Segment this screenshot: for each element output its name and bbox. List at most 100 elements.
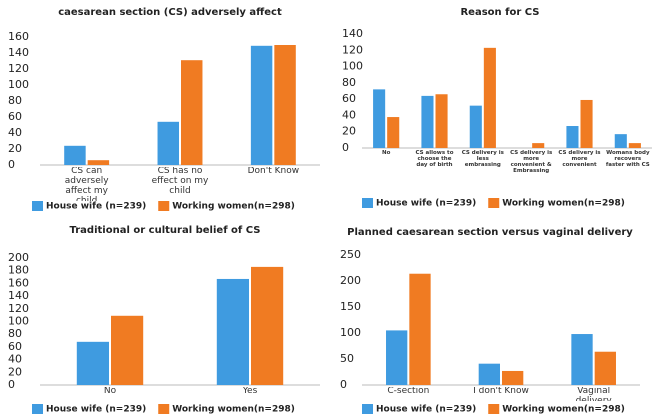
y-tick-label: 200: [340, 274, 361, 287]
y-tick-label: 0: [8, 378, 15, 391]
x-tick-label: Don't Know: [247, 167, 300, 176]
chart-title: Planned caesarean section versus vaginal…: [347, 227, 633, 238]
y-tick-label: 140: [8, 289, 29, 302]
y-tick-label: 0: [8, 158, 15, 171]
legend-label: Working women(n=298): [502, 199, 625, 209]
bar: [580, 99, 593, 148]
y-tick-label: 0: [342, 141, 349, 154]
bar: [566, 126, 579, 148]
x-tick-label: Yes: [242, 387, 258, 396]
x-tick-label: Vaginal delivery: [575, 387, 612, 401]
bar: [87, 160, 110, 165]
x-tick-label-box: Yes: [242, 387, 258, 396]
y-tick-label: 60: [342, 92, 356, 105]
x-tick-label: No: [103, 387, 117, 396]
y-tick-label: 80: [8, 327, 22, 340]
x-tick-label-box: No: [103, 387, 117, 396]
legend-swatch: [32, 404, 43, 414]
x-tick-label: CS delivery is more convenient & Embrass…: [510, 150, 553, 175]
x-tick-label-box: CS delivery is more convenient & Embrass…: [510, 150, 553, 175]
bar: [502, 370, 524, 385]
bar: [373, 89, 386, 148]
legend-swatch: [488, 198, 500, 208]
y-tick-label: 180: [8, 264, 29, 277]
legend-label: House wife (n=239): [46, 202, 146, 212]
x-tick-label-box: CS can adversely affect my child: [64, 167, 109, 201]
bar: [76, 341, 109, 385]
x-tick-label: No: [381, 150, 391, 156]
legend-label: House wife (n=239): [376, 199, 476, 209]
x-tick-label: CS delivery is more convenient: [558, 150, 601, 169]
y-tick-label: 100: [340, 326, 361, 339]
x-tick-label-box: No: [381, 150, 391, 156]
bar: [157, 121, 179, 165]
bar: [251, 266, 284, 385]
bar: [594, 351, 616, 385]
y-tick-label: 50: [340, 352, 354, 365]
y-tick-label: 140: [342, 27, 363, 40]
bar: [181, 60, 203, 166]
x-tick-label-box: CS has no effect on my child: [151, 167, 209, 196]
x-tick-label: I don't Know: [473, 387, 529, 396]
y-tick-label: 40: [342, 108, 356, 121]
x-tick-label: CS has no effect on my child: [151, 167, 209, 196]
legend-label: Working women(n=298): [502, 405, 625, 415]
y-tick-label: 120: [8, 62, 29, 75]
bar: [628, 143, 641, 148]
legend-swatch: [488, 404, 500, 414]
y-tick-label: 160: [8, 30, 29, 43]
x-tick-label: Womans body recovers faster with CS: [605, 150, 650, 169]
bar: [532, 143, 545, 148]
legend-label: Working women(n=298): [172, 202, 295, 212]
bar: [435, 94, 448, 148]
chart-title: Traditional or cultural belief of CS: [70, 225, 261, 236]
y-tick-label: 20: [8, 142, 22, 155]
chart-title: Reason for CS: [460, 7, 539, 18]
y-tick-label: 0: [340, 378, 347, 391]
x-tick-label: C-section: [387, 387, 430, 396]
x-tick-label-box: Vaginal delivery: [575, 387, 612, 401]
bar: [250, 45, 273, 165]
bar: [386, 330, 408, 385]
x-tick-label-box: I don't Know: [473, 387, 529, 396]
x-tick-label-box: CS allows to choose the day of birth: [415, 150, 454, 169]
y-tick-label: 100: [8, 78, 29, 91]
legend-label: Working women(n=298): [172, 405, 295, 415]
bar: [387, 117, 400, 148]
chart-title: caesarean section (CS) adversely affect: [58, 7, 282, 18]
x-tick-label-box: CS delivery is more convenient: [558, 150, 601, 169]
bar: [409, 273, 431, 385]
bar: [571, 334, 593, 385]
x-tick-label-box: C-section: [387, 387, 430, 396]
y-tick-label: 20: [8, 365, 22, 378]
y-tick-label: 40: [8, 353, 22, 366]
bar: [478, 363, 500, 385]
bar: [274, 45, 296, 165]
legend-swatch: [362, 404, 373, 414]
bar: [469, 105, 482, 148]
y-tick-label: 150: [340, 300, 361, 313]
y-tick-label: 160: [8, 276, 29, 289]
legend-swatch: [158, 201, 170, 211]
legend-label: House wife (n=239): [376, 405, 476, 415]
y-tick-label: 40: [8, 126, 22, 139]
y-tick-label: 120: [8, 302, 29, 315]
y-tick-label: 250: [340, 248, 361, 261]
legend-swatch: [362, 198, 373, 208]
y-tick-label: 80: [342, 76, 356, 89]
x-tick-label: CS can adversely affect my child: [64, 167, 109, 201]
y-tick-label: 100: [8, 315, 29, 328]
legend-swatch: [158, 404, 170, 414]
x-tick-label: CS allows to choose the day of birth: [415, 150, 454, 169]
x-tick-label-box: Don't Know: [247, 167, 300, 176]
bar: [483, 47, 496, 148]
legend-swatch: [32, 201, 43, 211]
legend-label: House wife (n=239): [46, 405, 146, 415]
y-tick-label: 60: [8, 110, 22, 123]
y-tick-label: 140: [8, 46, 29, 59]
y-tick-label: 200: [8, 251, 29, 264]
x-tick-label-box: Womans body recovers faster with CS: [605, 150, 650, 169]
bar: [216, 278, 249, 385]
y-tick-label: 20: [342, 125, 356, 138]
